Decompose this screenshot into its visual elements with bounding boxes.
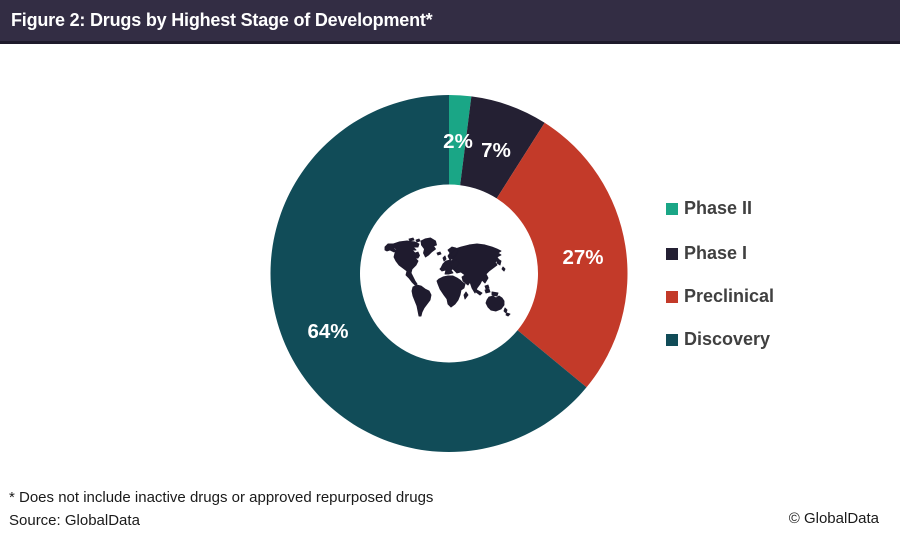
svg-text:27%: 27% (562, 246, 603, 269)
svg-text:7%: 7% (481, 139, 511, 162)
svg-text:2%: 2% (443, 130, 473, 153)
svg-text:64%: 64% (307, 320, 348, 343)
